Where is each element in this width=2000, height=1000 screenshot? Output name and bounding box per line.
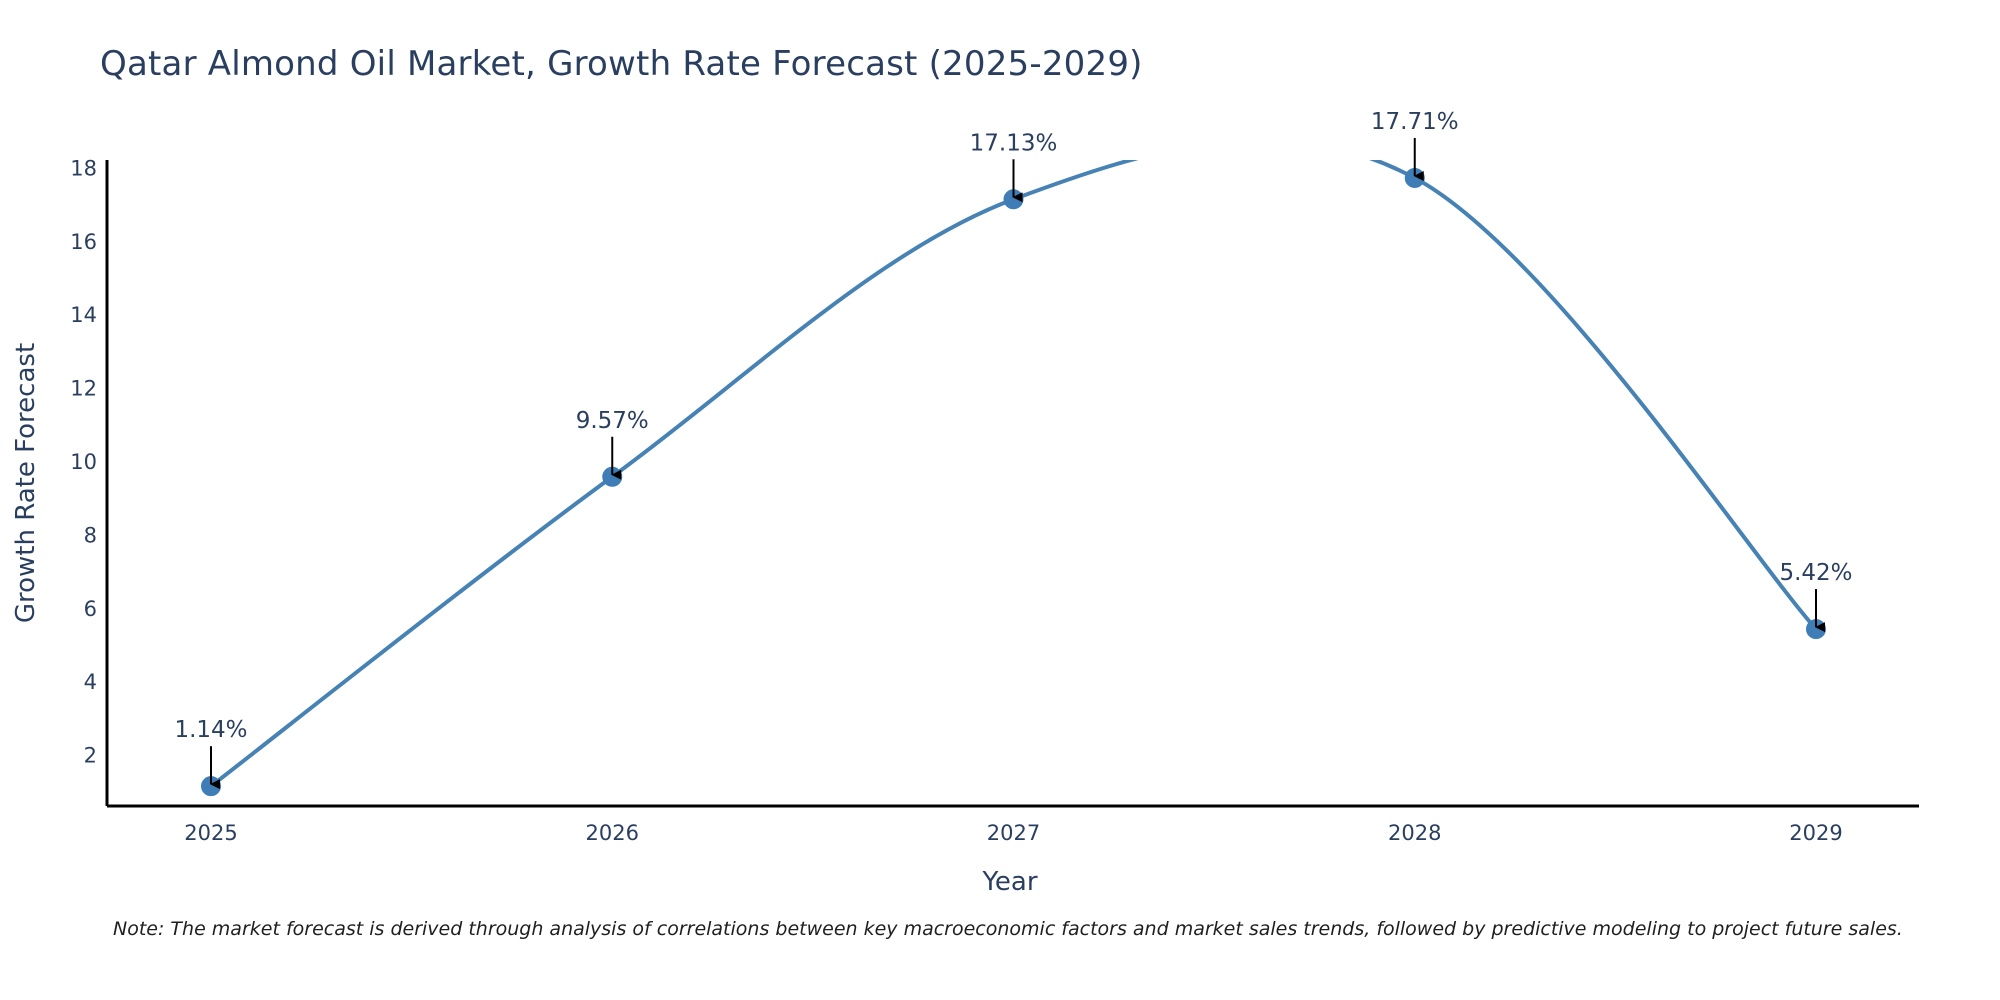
series-layer — [209, 160, 1818, 789]
x-tick-label: 2028 — [1388, 821, 1441, 845]
x-tick-label: 2027 — [987, 821, 1040, 845]
data-label: 17.13% — [970, 130, 1058, 156]
x-tick-label: 2026 — [586, 821, 639, 845]
data-label: 9.57% — [576, 408, 649, 434]
data-label: 1.14% — [174, 717, 247, 743]
footnote: Note: The market forecast is derived thr… — [113, 918, 1903, 940]
x-tick-label: 2025 — [184, 821, 237, 845]
y-tick-label: 10 — [70, 450, 97, 474]
y-axis-title: Growth Rate Forecast — [11, 343, 41, 623]
y-axis: 2 4 6 8 10 12 14 16 18 — [70, 156, 109, 806]
y-tick-label: 14 — [70, 303, 97, 327]
x-tick-label: 2029 — [1789, 821, 1842, 845]
y-tick-label: 16 — [70, 230, 97, 254]
chart-title: Qatar Almond Oil Market, Growth Rate For… — [100, 44, 1143, 84]
series-line — [209, 160, 1818, 789]
marker-layer — [201, 167, 1826, 797]
x-axis-title: Year — [981, 867, 1037, 897]
x-axis: 2025 2026 2027 2028 2029 — [107, 804, 1919, 845]
y-tick-label: 2 — [84, 744, 97, 768]
y-tick-label: 12 — [70, 377, 97, 401]
data-label: 17.71% — [1371, 109, 1459, 135]
data-label: 5.42% — [1779, 560, 1852, 586]
y-tick-label: 6 — [84, 597, 97, 621]
annotation-layer: 1.14% 9.57% 17.13% 17.71% 5.42% — [174, 109, 1853, 790]
y-tick-label: 18 — [70, 156, 97, 180]
y-tick-label: 8 — [84, 523, 97, 547]
y-tick-label: 4 — [84, 670, 97, 694]
